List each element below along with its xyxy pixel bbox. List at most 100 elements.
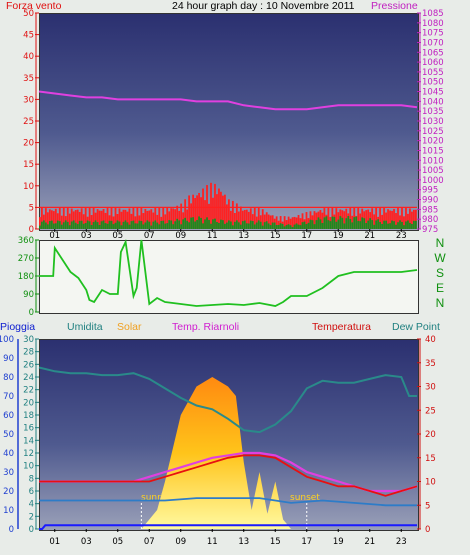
hour-tick-label: 11 [207, 231, 218, 241]
rain-tick-label: 50 [3, 430, 14, 440]
gust-bar [210, 223, 212, 229]
gust-bar [365, 223, 368, 229]
gust-bar [44, 222, 47, 229]
pressure-tick-label: 1020 [422, 137, 444, 147]
pressure-tick-label: 1000 [422, 176, 444, 186]
direction-letter-e: E [435, 281, 444, 295]
humidity-tick-label: 30 [23, 335, 34, 345]
gust-bar [415, 220, 417, 229]
gust-bar [339, 216, 342, 229]
pressure-tick-label: 1035 [422, 107, 444, 117]
gust-bar [150, 225, 153, 229]
pressure-tick-label: 1040 [422, 97, 444, 107]
gust-bar [190, 217, 192, 229]
humidity-tick-label: 8 [29, 474, 34, 484]
wind-bar [204, 200, 206, 229]
gust-bar [140, 221, 143, 229]
gust-bar [269, 225, 272, 229]
pressure-tick-label: 1085 [422, 9, 444, 19]
gust-bar [317, 217, 320, 229]
wind-bar [231, 200, 234, 229]
gust-bar [265, 221, 268, 229]
pressure-line [38, 90, 418, 111]
gust-bar [88, 221, 91, 229]
hour-tick-label: 15 [270, 537, 281, 547]
gust-bar [359, 221, 362, 229]
gust-bar [299, 225, 302, 229]
gust-bar [110, 220, 113, 229]
gust-bar [331, 216, 334, 229]
gust-bar [162, 220, 165, 229]
gust-bar [124, 220, 127, 229]
wind-bar [72, 211, 75, 229]
gust-bar [377, 219, 380, 229]
gust-bar [261, 225, 264, 229]
gust-bar [98, 224, 101, 229]
gust-bar [235, 220, 238, 229]
gust-bar [355, 216, 358, 229]
gust-bar [367, 220, 370, 229]
wind-bar [243, 209, 246, 229]
gust-bar [387, 223, 389, 229]
wind-bar [224, 194, 226, 229]
wind-bar [239, 206, 242, 229]
gust-bar [166, 223, 169, 229]
humidity-tick-label: 4 [29, 500, 34, 510]
wind-bar [297, 214, 300, 229]
wind-bar [271, 215, 274, 229]
wind-bar [305, 212, 308, 229]
gust-bar [220, 219, 222, 229]
wind-bar [140, 207, 143, 229]
humidity-tick-label: 28 [23, 348, 34, 358]
wind-bar [229, 210, 232, 229]
wind-bar [383, 208, 385, 229]
wind-bar [106, 207, 109, 229]
pressure-tick-label: 1045 [422, 88, 444, 98]
pressure-tick-label: 1080 [422, 19, 444, 29]
gust-bar [249, 220, 252, 229]
sunset-label: sunset [290, 493, 320, 503]
wind-bar [235, 203, 238, 229]
hour-tick-label: 01 [49, 537, 60, 547]
pressure-tick-label: 1030 [422, 117, 444, 127]
direction-line [39, 238, 418, 307]
wind-bar [365, 210, 368, 229]
hour-tick-label: 15 [270, 231, 281, 241]
wind-bar [128, 208, 131, 229]
wind-bar [166, 207, 169, 229]
wind-bar [152, 212, 155, 229]
gust-bar [285, 225, 288, 229]
gust-bar [158, 224, 161, 229]
gust-bar [122, 221, 125, 229]
wind-bar [78, 211, 81, 229]
wind-bar [48, 209, 51, 229]
wind-bar [164, 214, 167, 229]
gust-bar [343, 223, 346, 229]
gust-bar [321, 222, 324, 229]
wind-bar [391, 210, 393, 229]
gust-bar [176, 218, 179, 229]
gust-bar [323, 217, 326, 229]
gust-bar [243, 220, 246, 229]
gust-bar [126, 222, 129, 229]
wind-bar [68, 213, 71, 229]
gust-bar [391, 220, 393, 229]
temp-riarnoli-legend: Temp. Riarnoli [172, 321, 240, 333]
wind-bar [321, 212, 324, 229]
gust-bar [309, 219, 312, 229]
gust-bar [180, 224, 183, 229]
direction-plot-area [39, 240, 419, 314]
wind-tick-label: 20 [23, 139, 34, 149]
gust-bar [56, 220, 59, 229]
wind-tick-label: 45 [23, 31, 34, 41]
gust-bar [186, 220, 189, 229]
gust-bar [92, 222, 95, 229]
hour-tick-label: 17 [301, 537, 312, 547]
wind-bar [293, 216, 296, 229]
wind-bar [102, 208, 105, 229]
wind-bar [299, 218, 302, 229]
gust-bar [289, 225, 292, 229]
gust-bar [118, 221, 121, 229]
wind-bar [283, 216, 286, 229]
